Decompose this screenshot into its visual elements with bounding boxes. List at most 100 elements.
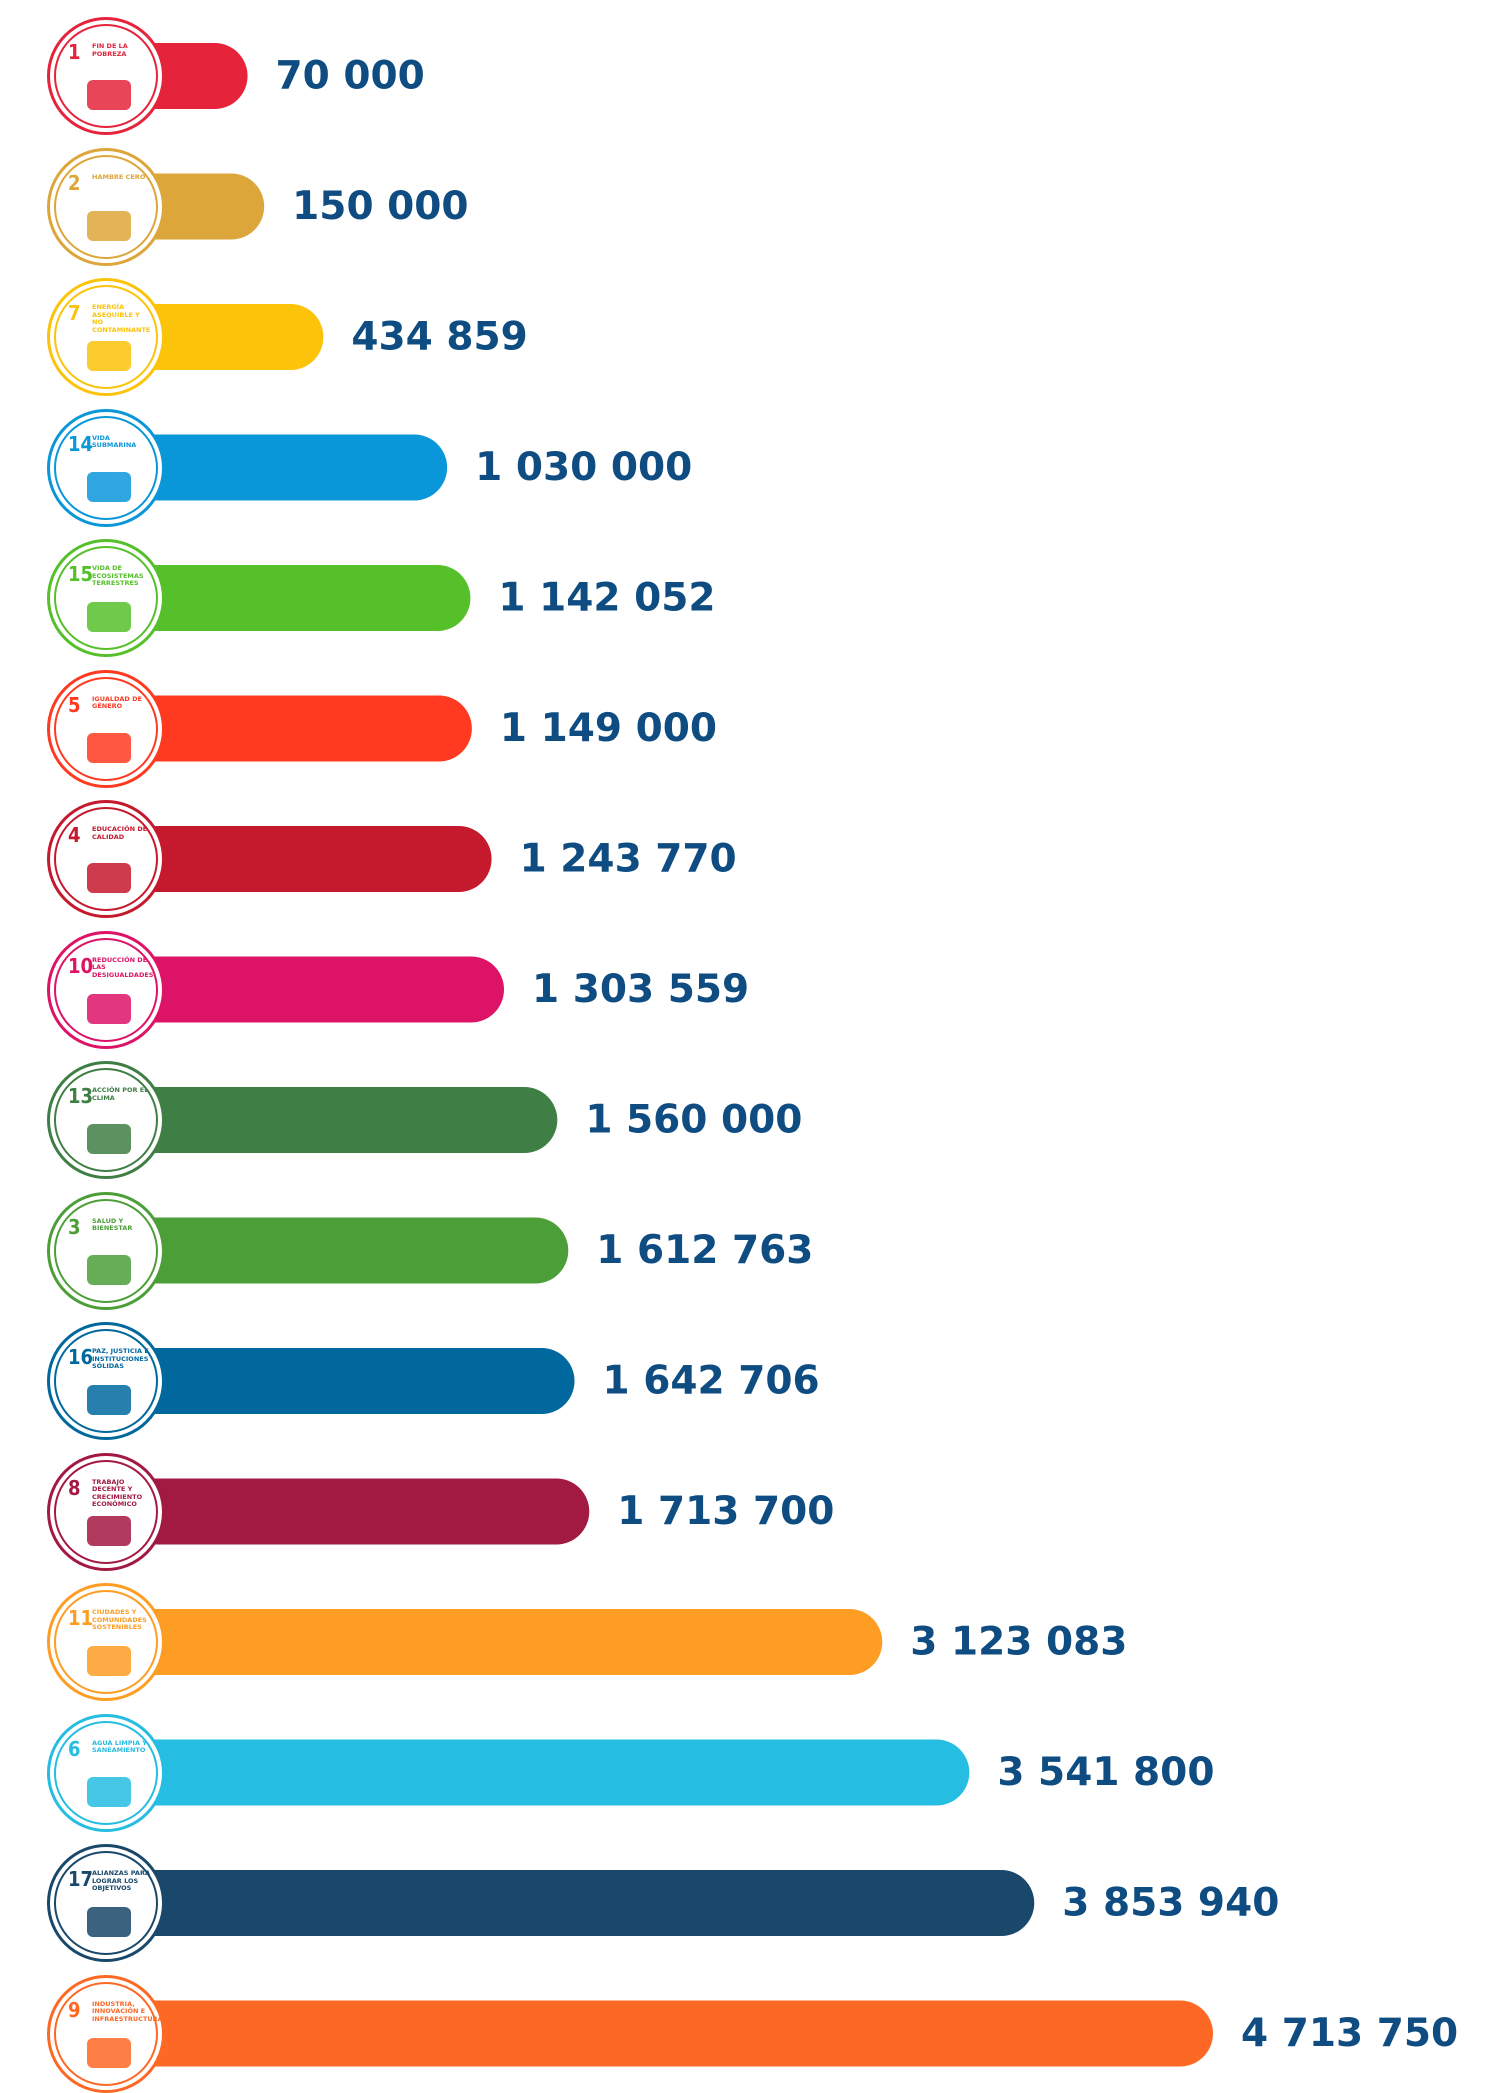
sdg-icon: 10 REDUCCIÓN DE LAS DESIGUALDADES (47, 930, 165, 1049)
icon-ring (54, 1981, 158, 2086)
goal-glyph (87, 1646, 131, 1676)
goal-name: ALIANZAS PARA LOGRAR LOS OBJETIVOS (92, 1869, 150, 1892)
bar (106, 1870, 1035, 1936)
value-label: 1 642 706 (603, 1359, 820, 1404)
bar (106, 1739, 970, 1806)
goal-name: SALUD Y BIENESTAR (92, 1216, 133, 1232)
value-label: 3 853 940 (1062, 1881, 1279, 1926)
goal-glyph (87, 210, 131, 241)
goal-name: TRABAJO DECENTE Y CRECIMIENTO ECONÓMICO (92, 1477, 143, 1508)
goal-glyph (87, 1515, 131, 1546)
sdg-icon: 3 SALUD Y BIENESTAR (47, 1191, 165, 1310)
goal-name: VIDA SUBMARINA (92, 433, 137, 449)
icon-ring (54, 1198, 158, 1303)
sdg-icon: 17 ALIANZAS PARA LOGRAR LOS OBJETIVOS (47, 1844, 165, 1962)
icon-ring (54, 807, 158, 911)
value-label: 1 149 000 (500, 706, 717, 751)
goal-glyph (87, 341, 131, 371)
goal-number: 13 (68, 1084, 94, 1108)
goal-glyph (87, 1385, 131, 1415)
goal-number: 11 (68, 1606, 94, 1630)
goal-number: 16 (68, 1345, 94, 1369)
goal-glyph (87, 1776, 131, 1807)
value-label: 3 123 083 (910, 1620, 1127, 1665)
sdg-icon: 6 AGUA LIMPIA Y SANEAMIENTO (47, 1713, 165, 1832)
goal-glyph (87, 80, 131, 110)
value-label: 3 541 800 (997, 1750, 1214, 1795)
goal-glyph (87, 2037, 131, 2068)
goal-glyph (87, 863, 131, 893)
value-label: 1 243 770 (520, 837, 737, 882)
icon-ring (54, 1068, 158, 1172)
value-label: 1 713 700 (617, 1489, 834, 1534)
value-label: 4 713 750 (1241, 2011, 1458, 2056)
goal-number: 10 (68, 953, 94, 978)
goal-name: AGUA LIMPIA Y SANEAMIENTO (92, 1738, 147, 1754)
icon-ring (54, 154, 158, 259)
goal-name: REDUCCIÓN DE LAS DESIGUALDADES (92, 955, 154, 979)
goal-glyph (87, 1254, 131, 1285)
icon-ring (54, 285, 158, 389)
goal-name: HAMBRE CERO (92, 172, 146, 181)
value-label: 1 612 763 (596, 1228, 813, 1273)
goal-number: 9 (68, 1997, 81, 2022)
goal-name: CIUDADES Y COMUNIDADES SOSTENIBLES (92, 1608, 147, 1631)
icon-ring (54, 415, 158, 520)
goal-glyph (87, 471, 131, 502)
value-label: 1 142 052 (498, 576, 715, 621)
goal-number: 4 (68, 823, 81, 847)
goal-number: 14 (68, 431, 94, 456)
value-label: 434 859 (351, 315, 527, 360)
sdg-icon: 11 CIUDADES Y COMUNIDADES SOSTENIBLES (47, 1583, 165, 1701)
goal-glyph (87, 993, 131, 1024)
goal-glyph (87, 602, 131, 632)
icon-ring (54, 676, 158, 781)
bar (106, 1609, 883, 1675)
goal-number: 7 (68, 301, 81, 325)
icon-ring (54, 546, 158, 650)
bar (106, 956, 505, 1023)
goal-number: 5 (68, 692, 81, 717)
value-label: 1 560 000 (585, 1098, 802, 1143)
bar (106, 565, 471, 631)
goal-glyph (87, 1907, 131, 1937)
bar (106, 1478, 590, 1545)
goal-name: PAZ, JUSTICIA E INSTITUCIONES SÓLIDAS (92, 1347, 149, 1370)
icon-ring (54, 1459, 158, 1564)
goal-name: ACCIÓN POR EL CLIMA (92, 1086, 149, 1102)
sdg-icon: 13 ACCIÓN POR EL CLIMA (47, 1061, 165, 1179)
sdg-icon: 8 TRABAJO DECENTE Y CRECIMIENTO ECONÓMICO (47, 1452, 165, 1571)
bar (106, 695, 472, 762)
goal-glyph (87, 1124, 131, 1154)
sdg-icon: 9 INDUSTRIA, INNOVACIÓN E INFRAESTRUCTURA (47, 1974, 165, 2093)
bar (106, 434, 448, 501)
bar (106, 1217, 569, 1284)
value-label: 1 303 559 (532, 967, 749, 1012)
goal-number: 15 (68, 562, 94, 586)
icon-ring (54, 24, 158, 128)
value-label: 1 030 000 (475, 445, 692, 490)
icon-ring (54, 1851, 158, 1955)
bar (106, 826, 492, 892)
icon-ring (54, 1590, 158, 1694)
goal-number: 3 (68, 1214, 81, 1239)
goal-number: 6 (68, 1736, 81, 1761)
sdg-icon: 15 VIDA DE ECOSISTEMAS TERRESTRES (47, 539, 165, 657)
goal-number: 17 (68, 1867, 94, 1891)
sdg-icon: 1 FIN DE LA POBREZA (47, 17, 165, 135)
goal-name: EDUCACIÓN DE CALIDAD (92, 825, 148, 841)
value-label: 150 000 (292, 184, 468, 229)
goal-name: FIN DE LA POBREZA (92, 42, 128, 58)
value-label: 70 000 (276, 54, 425, 99)
goal-name: IGUALDAD DE GÉNERO (92, 694, 142, 710)
sdg-icon: 7 ENERGÍA ASEQUIBLE Y NO CONTAMINANTE (47, 278, 165, 396)
goal-glyph (87, 732, 131, 763)
goal-number: 1 (68, 40, 81, 64)
goal-number: 8 (68, 1475, 81, 1500)
goal-name: INDUSTRIA, INNOVACIÓN E INFRAESTRUCTURA (92, 1999, 163, 2023)
sdg-icon: 5 IGUALDAD DE GÉNERO (47, 669, 165, 788)
icon-ring (54, 937, 158, 1042)
icon-ring (54, 1720, 158, 1825)
